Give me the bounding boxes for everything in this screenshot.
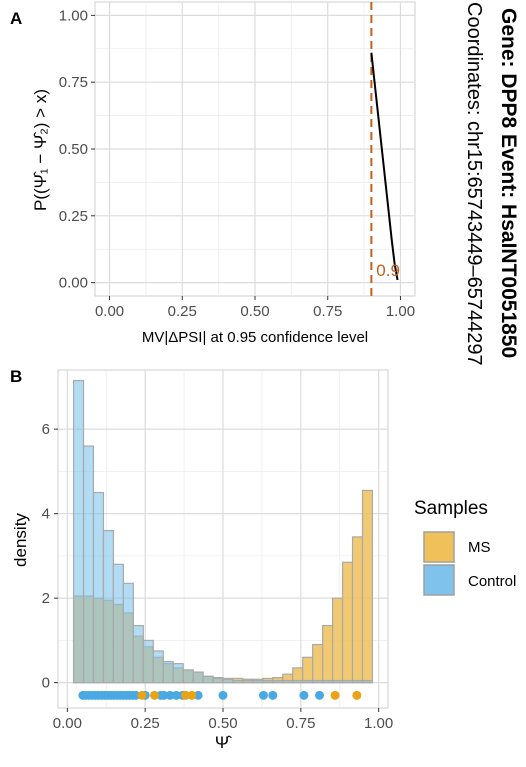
histogram-bar-ms — [351, 536, 364, 684]
panel-b-ticks: 0.00 0.25 0.50 0.75 1.00 0 2 4 6 — [42, 421, 394, 732]
panel-b-x-tick-label: 0.00 — [53, 715, 82, 732]
panel-a-y-tick-label: 0.00 — [59, 275, 88, 292]
side-subtitle: Coordinates: chr15:65743449–65744297 — [463, 2, 485, 366]
legend-swatch-ms — [423, 531, 455, 563]
histogram-bar-ms — [341, 561, 354, 684]
histogram-bar-control — [72, 379, 85, 684]
histogram-bar-control — [132, 625, 144, 684]
histogram-bar-control — [282, 679, 294, 684]
rug-point-ms — [187, 690, 197, 700]
panel-a-y-tick-label: 0.75 — [59, 74, 88, 91]
panel-a-x-tick-label: 0.50 — [240, 303, 269, 320]
histogram-bar-control — [252, 679, 264, 684]
legend-label-ms: MS — [468, 539, 491, 556]
panel-b-y-tick-label: 2 — [42, 590, 50, 607]
panel-a-series-line — [370, 52, 399, 281]
rug-point-ms — [150, 690, 160, 700]
rug-point-ms — [352, 690, 362, 700]
histogram-bar-control — [351, 679, 364, 684]
histogram-bar-control — [312, 679, 324, 684]
histogram-bar-control — [122, 582, 134, 684]
rug-point-control — [258, 690, 268, 700]
histogram-bar-control — [172, 663, 184, 684]
histogram-bar-control — [232, 679, 244, 684]
histogram-bar-control — [272, 679, 284, 684]
histogram-bar-ms — [312, 644, 324, 684]
panel-b-marks — [72, 379, 374, 684]
histogram-bar-control — [322, 679, 334, 684]
legend-label-control: Control — [468, 573, 516, 590]
histogram-bar-control — [162, 660, 174, 684]
rug-point-ms — [181, 690, 191, 700]
rug-point-control — [315, 690, 325, 700]
histogram-bar-control — [112, 563, 124, 684]
panel-a-letter: A — [10, 9, 22, 28]
panel-b-y-tick-label: 4 — [42, 506, 50, 523]
panel-a-x-tick-label: 0.00 — [95, 303, 124, 320]
histogram-bar-control — [242, 679, 254, 684]
histogram-bar-control — [212, 677, 224, 684]
panel-b-y-axis-title: density — [11, 513, 30, 567]
rug-point-ms — [330, 690, 340, 700]
histogram-bar-ms — [331, 597, 344, 684]
histogram-bar-control — [142, 639, 154, 684]
rug-point-control — [218, 690, 228, 700]
histogram-bar-control — [262, 679, 274, 684]
histogram-bar-control — [331, 679, 344, 684]
histogram-bar-ms — [302, 656, 314, 684]
panel-b-y-tick-label: 6 — [42, 421, 50, 438]
panel-a-ticks: 0.00 0.25 0.50 0.75 1.00 0.00 0.25 0.50 0.75 1.00 — [59, 7, 415, 320]
histogram-bar-control — [192, 671, 204, 684]
panel-b-rug — [78, 690, 362, 700]
panel-b-letter: B — [10, 367, 22, 386]
histogram-bar-control — [222, 678, 234, 684]
panel-a-y-tick-label: 0.25 — [59, 208, 88, 225]
rug-point-control — [165, 690, 175, 700]
histogram-bar-control — [341, 679, 354, 684]
panel-b-x-tick-label: 0.75 — [286, 715, 315, 732]
histogram-bar-ms — [322, 625, 334, 684]
panel-a-y-axis-title: P((Ψ̂₁ − Ψ̂₂) > x) — [31, 89, 50, 211]
histogram-bar-ms — [361, 489, 374, 684]
histogram-bar-control — [92, 491, 105, 684]
panel-a-y-tick-label: 1.00 — [59, 7, 88, 24]
histogram-bar-control — [361, 679, 374, 684]
panel-a-x-tick-label: 1.00 — [386, 303, 415, 320]
panel-a-x-tick-label: 0.75 — [313, 303, 342, 320]
histogram-bar-control — [302, 679, 314, 684]
rug-point-control — [268, 690, 278, 700]
histogram-bar-control — [182, 669, 194, 684]
panel-a-x-tick-label: 0.25 — [168, 303, 197, 320]
rug-point-control — [159, 690, 169, 700]
legend: Samples MS Control — [414, 498, 516, 596]
panel-b-x-axis-title: Ψ̂ — [215, 733, 232, 752]
panel-a: 0.9 0.00 0.25 0.50 0.75 1.00 0.00 0.25 0.50 0.75… — [31, 1, 416, 346]
legend-swatch-control — [423, 564, 455, 596]
histogram-bar-control — [152, 650, 164, 684]
panel-a-y-tick-label: 0.50 — [59, 141, 88, 158]
panel-b-y-tick-label: 0 — [42, 675, 50, 692]
legend-title: Samples — [414, 498, 488, 519]
histogram-bar-control — [292, 679, 304, 684]
histogram-bar-control — [82, 445, 95, 684]
histogram-bar-control — [202, 675, 214, 684]
panel-b-x-tick-label: 1.00 — [364, 715, 393, 732]
panel-b: 0.00 0.25 0.50 0.75 1.00 0 2 4 6 density Ψ̂ — [11, 369, 394, 752]
panel-a-x-axis-title: MV|ΔPSI| at 0.95 confidence level — [142, 329, 368, 346]
histogram-bar-control — [102, 529, 115, 684]
rug-point-control — [299, 690, 309, 700]
panel-b-x-tick-label: 0.50 — [208, 715, 237, 732]
panel-b-x-tick-label: 0.25 — [131, 715, 160, 732]
rug-point-ms — [137, 690, 147, 700]
rug-point-control — [193, 690, 203, 700]
panel-a-annotation: 0.9 — [376, 261, 400, 280]
rug-point-control — [131, 690, 141, 700]
panel-a-grid — [95, 2, 415, 296]
rug-point-control — [171, 690, 181, 700]
panel-a-marks: 0.9 — [370, 2, 400, 296]
side-title: Gene: DPP8 Event: HsaINT0051850 — [497, 8, 520, 358]
